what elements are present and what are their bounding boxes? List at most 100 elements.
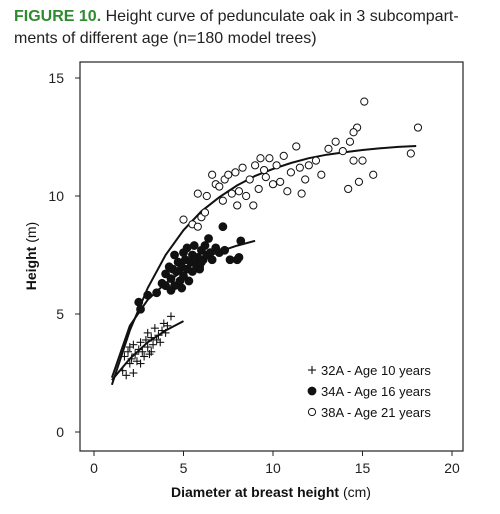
data-point-series-3 <box>295 163 304 172</box>
x-axis-title-main: Diameter at breast height <box>171 484 339 500</box>
data-point-series-2 <box>200 241 210 250</box>
axis-ticks: 0 5 10 15 20 0 5 10 15 <box>48 70 460 476</box>
data-point-series-1 <box>166 312 175 321</box>
data-point-series-3 <box>215 182 224 191</box>
x-tick-label: 5 <box>180 460 188 476</box>
data-point-series-1 <box>118 366 127 375</box>
data-point-series-1 <box>129 369 138 377</box>
x-tick-label: 10 <box>265 460 281 476</box>
data-point-series-1 <box>147 333 156 342</box>
x-axis-title-unit: (cm) <box>339 484 371 500</box>
data-point-series-3 <box>292 142 301 151</box>
data-point-series-3 <box>304 161 313 170</box>
legend-marker-series-2 <box>307 386 317 396</box>
data-point-series-3 <box>317 170 326 179</box>
data-point-series-3 <box>249 201 258 210</box>
data-point-series-3 <box>272 161 281 170</box>
data-point-series-2 <box>177 283 187 293</box>
data-point-series-1 <box>147 347 156 356</box>
data-point-series-3 <box>331 137 340 146</box>
y-axis-title: Height (m) <box>23 222 39 290</box>
data-point-series-3 <box>279 151 288 160</box>
data-point-series-1 <box>122 371 131 380</box>
y-axis-title-unit: (m) <box>23 222 39 247</box>
data-point-series-3 <box>227 189 236 198</box>
data-point-series-3 <box>233 201 242 210</box>
data-point-series-3 <box>345 137 355 146</box>
data-point-series-3 <box>234 187 244 196</box>
y-tick-label: 0 <box>56 424 64 440</box>
data-point-series-1 <box>150 324 159 333</box>
data-point-series-3 <box>349 156 358 165</box>
data-point-series-3 <box>338 147 347 156</box>
data-point-series-1 <box>131 350 140 359</box>
data-point-series-2 <box>220 245 230 255</box>
data-point-series-3 <box>344 184 353 194</box>
data-point-series-1 <box>124 347 133 356</box>
data-point-series-2 <box>204 234 213 243</box>
data-point-series-3 <box>369 170 378 179</box>
legend: 32A - Age 10 years 34A - Age 16 years 38A … <box>307 363 431 420</box>
data-point-series-3 <box>286 168 295 177</box>
data-point-series-3 <box>224 170 233 179</box>
legend-marker-series-1 <box>308 366 316 374</box>
data-point-series-3 <box>179 215 188 224</box>
plot-frame <box>79 61 464 452</box>
data-point-series-1 <box>129 340 138 349</box>
data-point-series-2 <box>218 222 228 232</box>
data-point-series-1 <box>141 335 150 344</box>
data-point-series-3 <box>238 163 247 172</box>
data-point-series-1 <box>161 328 170 337</box>
data-point-series-3 <box>259 165 269 175</box>
data-point-series-2 <box>196 257 206 267</box>
figure-label: FIGURE 10. <box>14 8 102 25</box>
data-point-series-3 <box>245 175 254 184</box>
figure-caption: FIGURE 10. Height curve of pedunculate o… <box>14 6 490 50</box>
data-point-series-1 <box>163 321 172 330</box>
legend-label-series-3: 38A - Age 21 years <box>321 405 431 420</box>
y-axis-title-main: Height <box>23 246 39 290</box>
data-point-series-2 <box>136 304 145 314</box>
y-tick-label: 15 <box>48 70 64 86</box>
fit-curve-series-1 <box>111 320 184 381</box>
data-point-series-3 <box>231 168 240 177</box>
data-point-series-1 <box>136 338 145 347</box>
data-point-series-1 <box>143 328 152 337</box>
data-point-series-3 <box>261 173 270 182</box>
data-point-series-2 <box>236 236 246 246</box>
data-point-series-3 <box>200 208 210 217</box>
data-point-series-1 <box>154 331 163 340</box>
figure-caption-text: Height curve of pedunculate oak in 3 sub… <box>14 8 459 47</box>
data-point-series-3 <box>283 187 292 196</box>
data-point-series-2 <box>207 255 217 265</box>
data-point-series-3 <box>311 156 321 165</box>
fit-curves <box>110 145 417 386</box>
data-point-series-3 <box>406 149 415 158</box>
legend-label-series-1: 32A - Age 10 years <box>321 363 431 378</box>
data-point-series-3 <box>202 191 211 201</box>
data-point-series-3 <box>358 156 367 165</box>
x-tick-label: 20 <box>444 460 460 476</box>
data-point-series-3 <box>254 184 263 194</box>
data-point-series-2 <box>184 276 194 286</box>
data-point-series-1 <box>136 359 145 368</box>
data-point-series-1 <box>127 354 136 363</box>
data-point-series-1 <box>138 347 147 356</box>
data-point-series-3 <box>208 170 217 179</box>
data-point-series-3 <box>193 189 202 198</box>
data-point-series-3 <box>268 180 278 189</box>
data-point-series-2 <box>166 274 176 284</box>
data-point-series-3 <box>349 128 358 137</box>
data-point-series-1 <box>125 359 134 368</box>
data-point-series-3 <box>276 177 285 186</box>
data-point-series-3 <box>354 177 364 186</box>
data-point-series-2 <box>152 288 162 298</box>
data-point-series-3 <box>242 191 251 201</box>
data-point-series-2 <box>232 255 242 265</box>
data-point-series-2 <box>170 250 179 260</box>
data-point-series-3 <box>301 175 310 184</box>
y-tick-label: 5 <box>56 306 64 322</box>
data-point-series-3 <box>413 123 423 132</box>
data-point-series-3 <box>297 189 306 198</box>
y-tick-label: 10 <box>48 188 64 204</box>
